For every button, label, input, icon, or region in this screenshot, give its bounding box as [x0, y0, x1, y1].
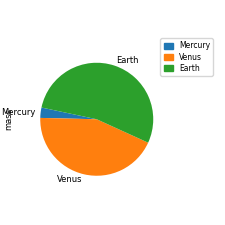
- Text: Earth: Earth: [116, 56, 139, 65]
- Wedge shape: [40, 108, 97, 119]
- Text: mass: mass: [5, 108, 14, 130]
- Text: Mercury: Mercury: [1, 108, 35, 117]
- Wedge shape: [41, 63, 153, 143]
- Wedge shape: [40, 118, 148, 176]
- Legend: Mercury, Venus, Earth: Mercury, Venus, Earth: [160, 38, 213, 76]
- Text: Venus: Venus: [57, 175, 83, 184]
